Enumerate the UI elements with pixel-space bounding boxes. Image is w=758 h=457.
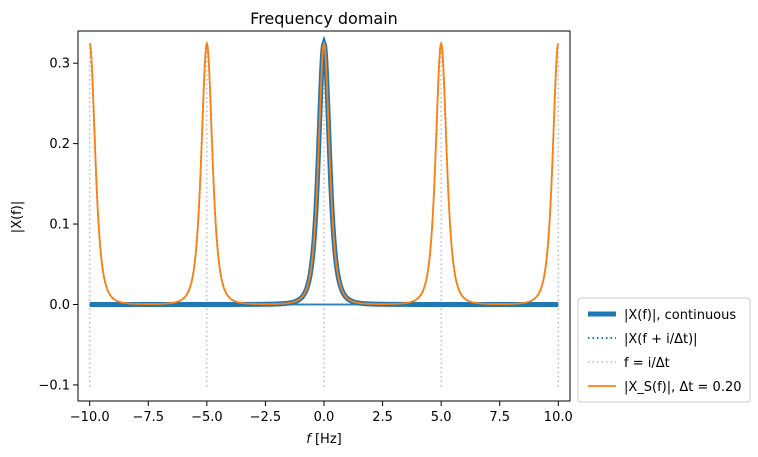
plot-area (88, 35, 560, 387)
x-tick-label: −2.5 (250, 410, 282, 425)
legend-label-shifted: |X(f + i/Δt)| (624, 332, 698, 347)
x-tick-label: 2.5 (372, 410, 393, 425)
y-axis-label: |X(f)| (10, 201, 25, 233)
legend-frame (577, 297, 751, 403)
x-tick-label: 0.0 (314, 410, 335, 425)
x-axis-ticks: −10.0 −7.5 −5.0 −2.5 0.0 2.5 5.0 7.5 10.0 (70, 401, 573, 425)
legend-label-sampled: |X_S(f)|, Δt = 0.20 (624, 380, 742, 395)
y-tick-label: 0.1 (49, 218, 70, 233)
y-axis-ticks: −0.1 0.0 0.1 0.2 0.3 (38, 57, 78, 393)
x-tick-label: −7.5 (132, 410, 164, 425)
legend-label-vlines: f = i/Δt (624, 356, 670, 371)
legend: |X(f)|, continuous |X(f + i/Δt)| f = i/Δ… (577, 297, 751, 403)
x-tick-label: 5.0 (431, 410, 452, 425)
sampled-curve (88, 40, 560, 305)
x-tick-label: 7.5 (489, 410, 510, 425)
chart-title: Frequency domain (250, 9, 398, 28)
x-axis-label: f [Hz] (306, 432, 341, 447)
y-tick-label: 0.0 (49, 298, 70, 313)
y-tick-label: −0.1 (38, 378, 70, 393)
x-tick-label: −10.0 (70, 410, 110, 425)
y-tick-label: 0.2 (49, 137, 70, 152)
x-tick-label: 10.0 (544, 410, 573, 425)
shifted-curve--1 (89, 40, 559, 306)
y-tick-label: 0.3 (49, 57, 70, 72)
legend-label-continuous: |X(f)|, continuous (624, 308, 736, 323)
x-tick-label: −5.0 (191, 410, 223, 425)
